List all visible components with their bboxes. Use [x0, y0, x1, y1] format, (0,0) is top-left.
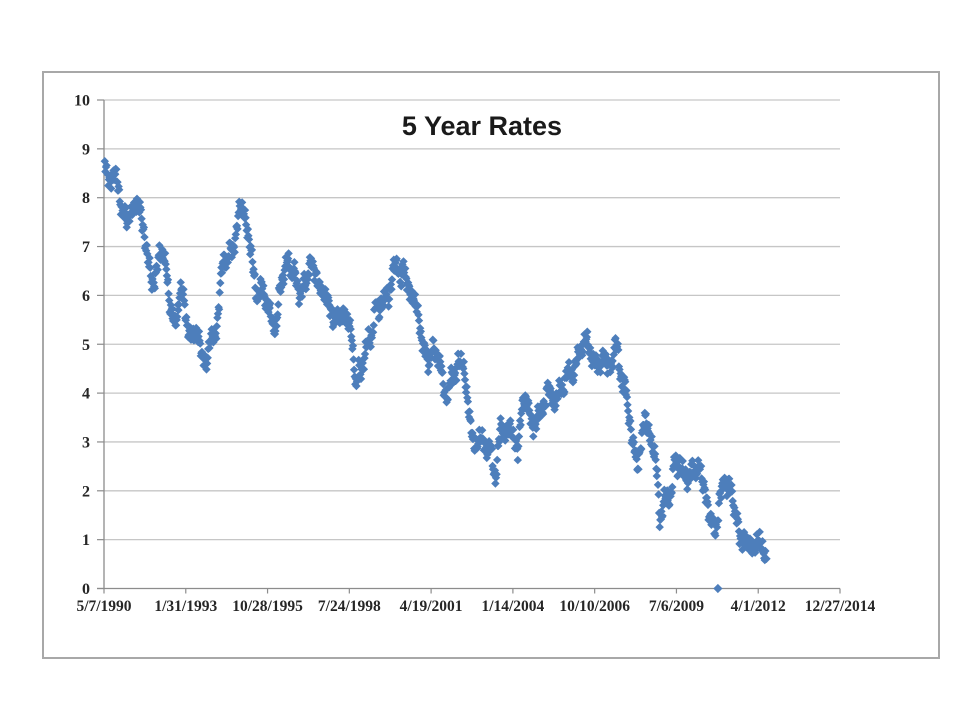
x-tick-label: 10/10/2006: [559, 598, 630, 615]
series-points-5-year-rates: [100, 157, 771, 565]
x-tick-label: 7/24/1998: [318, 598, 381, 615]
x-tick-labels: 5/7/1990 1/31/1993 10/28/1995 7/24/1998 4/19…: [76, 598, 875, 615]
x-tick-label: 1/31/1993: [154, 598, 217, 615]
x-tick-label: 4/1/2012: [731, 598, 786, 615]
y-tick-label: 2: [82, 483, 90, 500]
chart-title: 5 Year Rates: [401, 111, 563, 141]
x-tick-label: 4/19/2001: [400, 598, 463, 615]
y-tick-label: 6: [82, 288, 90, 305]
y-tick-label: 0: [82, 581, 90, 598]
y-tick-label: 10: [74, 93, 90, 110]
y-tick-label: 5: [82, 337, 90, 354]
y-tick-label: 8: [82, 190, 90, 207]
x-tick-label: 1/14/2004: [481, 598, 544, 615]
gridlines-group: [104, 99, 840, 541]
y-tick-labels: 0 1 2 3 4 5 6 7 8 9 10: [74, 93, 90, 599]
y-tick-label: 4: [82, 386, 90, 403]
x-tick-label: 12/27/2014: [805, 598, 876, 615]
x-tick-label: 10/28/1995: [232, 598, 303, 615]
y-tick-label: 3: [82, 434, 90, 451]
chart-frame: [42, 71, 940, 659]
y-tick-label: 1: [82, 532, 90, 549]
y-tick-label: 9: [82, 141, 90, 158]
x-tick-label: 5/7/1990: [76, 598, 131, 615]
outlier-zero-point: [713, 583, 723, 594]
x-tick-label: 7/6/2009: [649, 598, 704, 615]
y-tick-label: 7: [82, 239, 90, 256]
